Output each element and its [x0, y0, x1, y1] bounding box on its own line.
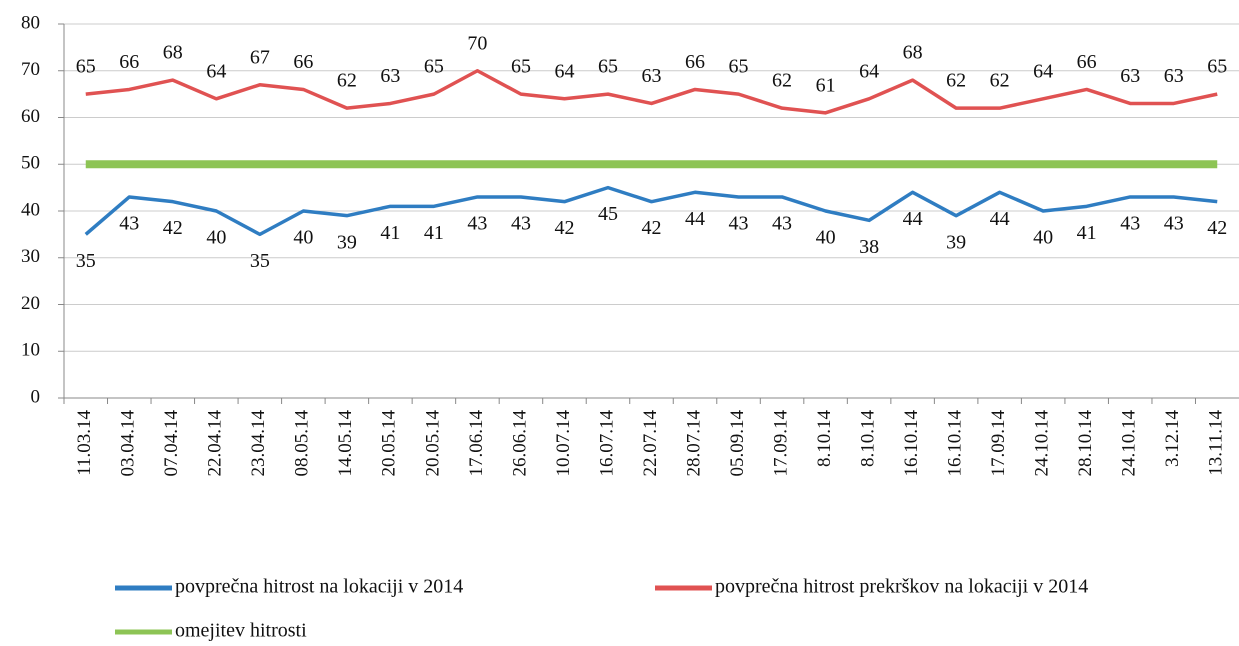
data-label: 44 — [990, 208, 1010, 230]
x-tick-label: 28.10.14 — [1075, 410, 1096, 477]
data-label: 35 — [76, 250, 96, 272]
x-tick-label: 26.06.14 — [509, 410, 530, 477]
data-label: 42 — [163, 217, 183, 239]
y-tick-label: 50 — [21, 153, 40, 174]
data-label: 42 — [642, 217, 662, 239]
data-label: 68 — [163, 42, 183, 64]
y-tick-label: 80 — [21, 12, 40, 33]
series-line — [85, 69, 1218, 115]
data-label: 40 — [206, 227, 226, 249]
data-label: 65 — [1207, 56, 1227, 78]
data-label: 66 — [1077, 51, 1097, 73]
x-tick-label: 11.03.14 — [74, 410, 95, 476]
data-label: 43 — [511, 213, 531, 235]
data-label: 64 — [859, 60, 879, 82]
x-tick-label: 17.06.14 — [466, 409, 487, 476]
data-label: 65 — [729, 56, 749, 78]
data-label: 40 — [1033, 227, 1053, 249]
data-label: 63 — [1120, 65, 1140, 87]
x-tick-label: 20.05.14 — [379, 410, 400, 477]
x-tick-label: 20.05.14 — [422, 410, 443, 477]
legend-label: povprečna hitrost na lokaciji v 2014 — [175, 576, 463, 598]
x-tick-label: 17.09.14 — [988, 410, 1009, 477]
data-label: 42 — [554, 217, 574, 239]
x-tick-label: 03.04.14 — [118, 410, 139, 477]
data-label: 38 — [859, 236, 879, 258]
x-tick-label: 16.10.14 — [944, 410, 965, 477]
data-label: 65 — [76, 56, 96, 78]
data-label: 62 — [946, 70, 966, 92]
y-tick-label: 40 — [21, 199, 40, 220]
data-label: 61 — [816, 74, 836, 96]
data-label: 62 — [772, 70, 792, 92]
data-label: 68 — [903, 42, 923, 64]
series-line — [84, 185, 1218, 237]
x-tick-label: 22.07.14 — [640, 410, 661, 477]
data-label: 41 — [1077, 222, 1097, 244]
y-tick-label: 70 — [21, 59, 40, 80]
data-label: 64 — [206, 60, 226, 82]
data-label: 66 — [119, 51, 139, 73]
data-label: 64 — [1033, 60, 1053, 82]
data-label: 67 — [250, 46, 270, 68]
data-label: 43 — [729, 213, 749, 235]
data-label: 66 — [685, 51, 705, 73]
data-label: 43 — [119, 213, 139, 235]
x-tick-label: 16.07.14 — [596, 410, 617, 477]
x-tick-label: 07.04.14 — [161, 410, 182, 477]
data-label: 62 — [337, 70, 357, 92]
y-tick-label: 0 — [31, 386, 41, 407]
data-label: 63 — [642, 65, 662, 87]
data-label: 64 — [554, 60, 574, 82]
x-tick-label: 17.09.14 — [770, 410, 791, 477]
data-label: 43 — [467, 213, 487, 235]
x-tick-label: 8.10.14 — [814, 410, 835, 468]
data-label: 39 — [946, 231, 966, 253]
x-tick-label: 10.07.14 — [553, 410, 574, 477]
data-label: 35 — [250, 250, 270, 272]
data-label: 63 — [380, 65, 400, 87]
x-tick-label: 14.05.14 — [335, 410, 356, 477]
x-tick-label: 16.10.14 — [901, 410, 922, 477]
x-tick-label: 28.07.14 — [683, 410, 704, 477]
x-tick-label: 24.10.14 — [1119, 410, 1140, 477]
x-tick-label: 8.10.14 — [857, 410, 878, 468]
data-label: 70 — [467, 32, 487, 54]
legend-label: omejitev hitrosti — [175, 620, 307, 642]
x-tick-label: 13.11.14 — [1206, 410, 1227, 476]
y-tick-label: 20 — [21, 293, 40, 314]
data-label: 43 — [1164, 213, 1184, 235]
data-label: 44 — [685, 208, 705, 230]
x-tick-label: 24.10.14 — [1032, 410, 1053, 477]
data-label: 41 — [424, 222, 444, 244]
data-label: 44 — [903, 208, 923, 230]
data-label: 65 — [424, 56, 444, 78]
x-tick-label: 22.04.14 — [205, 410, 226, 477]
x-tick-label: 05.09.14 — [727, 410, 748, 477]
data-label: 40 — [293, 227, 313, 249]
y-tick-label: 30 — [21, 246, 40, 267]
data-label: 45 — [598, 203, 618, 225]
x-tick-label: 08.05.14 — [292, 410, 313, 477]
data-label: 43 — [1120, 213, 1140, 235]
data-label: 63 — [1164, 65, 1184, 87]
data-label: 39 — [337, 231, 357, 253]
x-tick-label: 23.04.14 — [248, 410, 269, 477]
x-tick-label: 3.12.14 — [1162, 410, 1183, 468]
legend-label: povprečna hitrost prekrškov na lokaciji … — [715, 576, 1088, 598]
y-tick-label: 60 — [21, 106, 40, 127]
data-label: 40 — [816, 227, 836, 249]
data-label: 41 — [380, 222, 400, 244]
data-label: 65 — [598, 56, 618, 78]
data-label: 42 — [1207, 217, 1227, 239]
data-label: 65 — [511, 56, 531, 78]
y-tick-label: 10 — [21, 340, 40, 361]
data-label: 66 — [293, 51, 313, 73]
data-label: 43 — [772, 213, 792, 235]
data-label: 62 — [990, 70, 1010, 92]
